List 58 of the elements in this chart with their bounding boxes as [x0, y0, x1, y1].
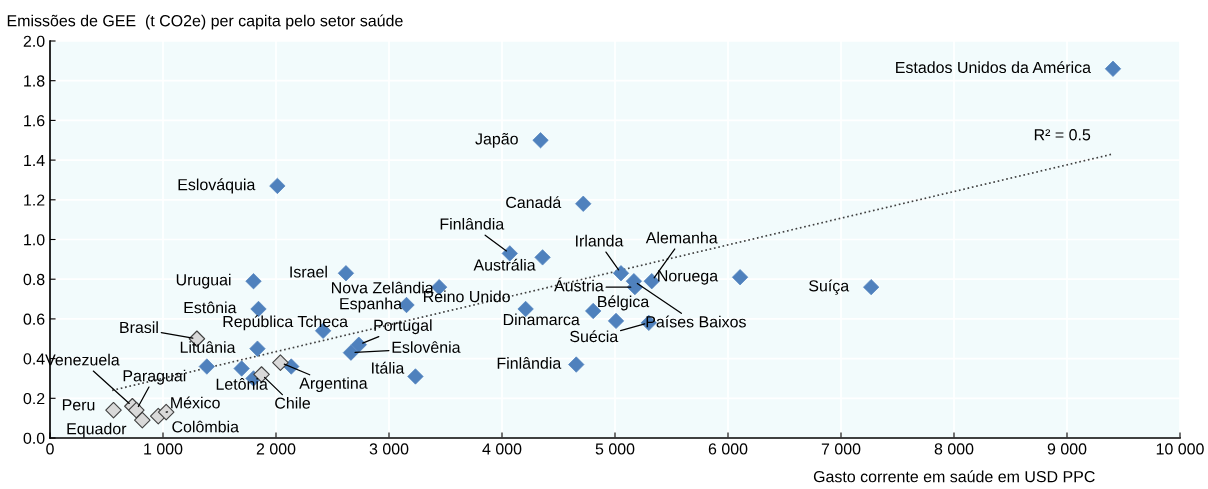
annotation: Itália — [372, 361, 405, 374]
annotation: Uruguai — [176, 273, 231, 289]
annotation: Japão — [475, 132, 518, 148]
annotation: Suíça — [809, 279, 850, 295]
annotation: Suécia — [570, 330, 619, 343]
annotation: Israel — [290, 265, 327, 278]
y-tick-label: 1.8 — [24, 75, 45, 87]
annotation: Equador — [67, 422, 127, 438]
annotation: Finlândia — [497, 357, 562, 369]
y-tick-label: 1.4 — [24, 154, 45, 166]
x-tick-label: 0 — [46, 443, 54, 455]
y-tick-label: 0.6 — [23, 313, 45, 325]
y-axis-title: Emissões de GEE (t CO2e) per capita pelo setor saúde — [7, 14, 403, 30]
x-tick-label: 6 000 — [708, 443, 748, 455]
annotation: Eslováquia — [178, 178, 256, 194]
annotation: Estados Unidos da América — [896, 61, 1091, 74]
annotation: Peru — [62, 399, 95, 411]
x-tick-label: 7 000 — [821, 443, 861, 455]
annotation: México — [171, 396, 220, 409]
x-tick-label: 5 000 — [595, 443, 635, 455]
annotation: Colômbia — [172, 420, 239, 433]
annotation: Portugal — [374, 319, 432, 335]
y-tick-label: 0.2 — [23, 392, 45, 405]
annotation: R² = 0.5 — [1034, 129, 1091, 141]
x-tick-label: 1 000 — [144, 443, 183, 455]
y-tick-label: 1.0 — [24, 234, 45, 246]
annotation: Argentina — [299, 377, 368, 393]
x-tick-label: 4 000 — [482, 443, 522, 455]
annotation: República Tcheca — [223, 315, 349, 331]
x-axis-title: Gasto corrente em saúde em USD PPC — [813, 470, 1095, 483]
annotation: Canadá — [506, 196, 562, 209]
x-tick-label: 2 000 — [256, 443, 296, 455]
annotation: Finlândia — [440, 217, 505, 230]
y-tick-label: 1.6 — [24, 115, 45, 127]
annotation: Bélgica — [598, 295, 650, 311]
x-tick-label: 9 000 — [1047, 443, 1087, 455]
annotation: Eslovênia — [392, 341, 461, 353]
annotation: Letônia — [216, 378, 268, 390]
y-tick-label: 2.0 — [23, 35, 45, 47]
annotation: Lituânia — [180, 341, 236, 353]
annotation: Estônia — [184, 301, 237, 314]
x-tick-label: 10 000 — [1156, 443, 1204, 455]
y-tick-label: 0.4 — [23, 353, 45, 365]
y-tick-label: 0.0 — [23, 432, 45, 444]
annotation: Irlanda — [576, 234, 624, 247]
annotation: Paraguai — [123, 369, 186, 385]
annotation: Dinamarca — [503, 313, 580, 326]
annotation: Alemanha — [645, 231, 718, 244]
y-tick-label: 0.8 — [23, 273, 45, 286]
annotation: Chile — [275, 397, 311, 409]
annotation: Brasil — [120, 321, 158, 334]
x-tick-label: 3 000 — [369, 443, 409, 455]
annotation: Austrália — [473, 258, 536, 271]
y-tick-label: 1.2 — [24, 194, 45, 206]
x-tick-label: 8 000 — [934, 443, 974, 455]
annotation: Espanha — [340, 297, 403, 313]
annotation: Noruega — [658, 270, 719, 285]
annotation: Áustria — [554, 277, 604, 292]
